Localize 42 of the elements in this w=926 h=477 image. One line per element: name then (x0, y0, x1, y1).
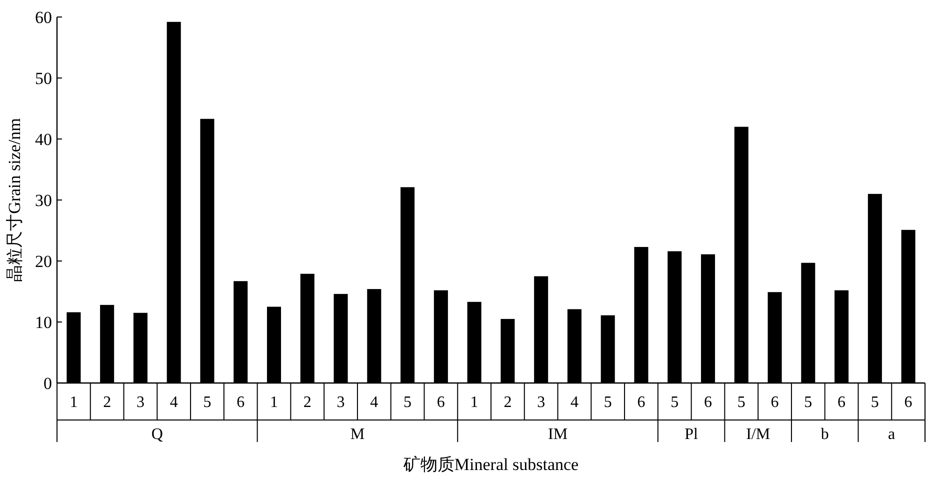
text: b (820, 426, 829, 443)
x-tick-label: 1 (470, 394, 478, 411)
text: a (888, 426, 896, 443)
x-tick-label: 1 (270, 394, 278, 411)
x-tick-label: 5 (203, 394, 212, 411)
y-tick-label: 50 (35, 69, 52, 88)
x-tick-label: 5 (804, 394, 812, 411)
y-tick-label: 60 (35, 8, 52, 27)
x-tick-label: 5 (870, 394, 879, 411)
y-tick-label: 30 (35, 191, 52, 210)
x-tick-label: 3 (537, 394, 546, 411)
x-tick-label: 3 (136, 394, 144, 411)
x-tick-label: 6 (436, 394, 445, 411)
x-tick-label: 5 (670, 394, 679, 411)
x-tick-label: 6 (838, 394, 846, 411)
text: Pl (684, 426, 699, 443)
text: IM (548, 426, 568, 443)
x-tick-label: 6 (770, 394, 779, 411)
x-tick-label: 1 (70, 394, 78, 411)
y-tick-label: 40 (35, 130, 52, 149)
x-tick-label: 2 (303, 394, 312, 411)
x-axis-title: 矿物质Mineral substance (402, 455, 579, 474)
y-axis-title: 晶粒尺寸Grain size/nm (5, 118, 24, 282)
x-tick-label: 3 (336, 394, 345, 411)
x-tick-label: 2 (504, 394, 512, 411)
x-tick-label: 4 (170, 394, 178, 411)
x-tick-label: 5 (404, 394, 412, 411)
x-tick-label: 5 (737, 394, 746, 411)
text: M (350, 426, 365, 443)
y-tick-label: 10 (35, 313, 52, 332)
x-tick-label: 5 (604, 394, 612, 411)
x-tick-label: 4 (570, 394, 578, 411)
text: I/M (746, 426, 770, 443)
y-tick-label: 0 (44, 374, 52, 393)
x-tick-label: 6 (704, 394, 712, 411)
x-tick-label: 6 (904, 394, 912, 411)
y-tick-label: 20 (35, 252, 52, 271)
x-tick-label: 4 (370, 394, 378, 411)
x-tick-label: 6 (236, 394, 245, 411)
x-tick-label: 6 (637, 394, 646, 411)
x-tick-label: 2 (103, 394, 112, 411)
text: Q (151, 426, 164, 443)
